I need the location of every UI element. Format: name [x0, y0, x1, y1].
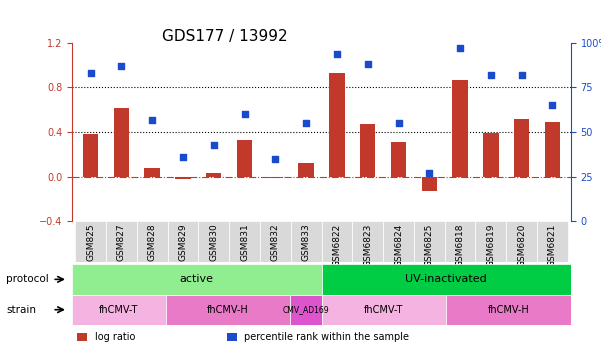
Bar	[360, 124, 376, 177]
Text: GDS177 / 13992: GDS177 / 13992	[162, 29, 288, 44]
Bar	[299, 164, 314, 177]
Text: GSM825: GSM825	[86, 223, 95, 261]
Text: GSM6819: GSM6819	[486, 223, 495, 267]
Text: protocol: protocol	[6, 274, 49, 285]
FancyBboxPatch shape	[72, 264, 322, 295]
FancyBboxPatch shape	[166, 295, 290, 325]
Text: GSM6820: GSM6820	[517, 223, 526, 267]
Text: GSM6825: GSM6825	[425, 223, 434, 267]
Bar	[175, 177, 191, 179]
Point	[332, 51, 342, 56]
FancyBboxPatch shape	[475, 221, 506, 262]
Bar	[329, 73, 344, 177]
Text: GSM832: GSM832	[271, 223, 280, 261]
Text: log ratio: log ratio	[94, 332, 135, 342]
FancyBboxPatch shape	[137, 221, 168, 262]
Bar	[453, 80, 468, 177]
Point	[548, 102, 557, 108]
FancyBboxPatch shape	[229, 221, 260, 262]
FancyBboxPatch shape	[106, 221, 137, 262]
FancyBboxPatch shape	[291, 221, 322, 262]
Bar	[77, 333, 87, 341]
Bar	[227, 333, 237, 341]
Text: percentile rank within the sample: percentile rank within the sample	[244, 332, 409, 342]
Point	[424, 170, 434, 176]
FancyBboxPatch shape	[446, 295, 571, 325]
Point	[456, 45, 465, 51]
FancyBboxPatch shape	[168, 221, 198, 262]
FancyBboxPatch shape	[198, 221, 229, 262]
Point	[517, 72, 526, 78]
FancyBboxPatch shape	[537, 221, 568, 262]
Text: GSM827: GSM827	[117, 223, 126, 261]
Bar	[483, 133, 499, 177]
Point	[240, 111, 249, 117]
Text: GSM833: GSM833	[302, 223, 311, 261]
Point	[363, 61, 373, 67]
Text: fhCMV-T: fhCMV-T	[364, 305, 404, 315]
Text: GSM6821: GSM6821	[548, 223, 557, 267]
Text: fhCMV-H: fhCMV-H	[488, 305, 529, 315]
FancyBboxPatch shape	[322, 264, 571, 295]
Bar	[545, 122, 560, 177]
FancyBboxPatch shape	[75, 221, 106, 262]
FancyBboxPatch shape	[72, 295, 166, 325]
Point	[147, 117, 157, 122]
Point	[209, 142, 219, 147]
Text: GSM829: GSM829	[178, 223, 188, 261]
Point	[301, 120, 311, 126]
Bar	[237, 140, 252, 177]
Point	[117, 63, 126, 69]
Bar	[206, 174, 221, 177]
FancyBboxPatch shape	[290, 295, 322, 325]
Bar	[391, 142, 406, 177]
Text: GSM6818: GSM6818	[456, 223, 465, 267]
Bar	[144, 168, 160, 177]
Point	[86, 70, 96, 76]
Text: active: active	[180, 274, 214, 285]
Text: GSM828: GSM828	[148, 223, 157, 261]
Text: GSM831: GSM831	[240, 223, 249, 261]
Text: GSM6824: GSM6824	[394, 223, 403, 267]
Text: GSM830: GSM830	[209, 223, 218, 261]
Text: GSM6823: GSM6823	[363, 223, 372, 267]
FancyBboxPatch shape	[322, 295, 446, 325]
Bar	[83, 134, 99, 177]
FancyBboxPatch shape	[260, 221, 291, 262]
Point	[486, 72, 496, 78]
Point	[394, 120, 403, 126]
Point	[270, 156, 280, 162]
Text: UV-inactivated: UV-inactivated	[405, 274, 487, 285]
Bar	[114, 107, 129, 177]
Text: fhCMV-H: fhCMV-H	[207, 305, 249, 315]
FancyBboxPatch shape	[414, 221, 445, 262]
FancyBboxPatch shape	[383, 221, 414, 262]
FancyBboxPatch shape	[322, 221, 352, 262]
Text: fhCMV-T: fhCMV-T	[99, 305, 139, 315]
Bar	[422, 177, 437, 191]
FancyBboxPatch shape	[506, 221, 537, 262]
Text: CMV_AD169: CMV_AD169	[282, 305, 329, 314]
Text: strain: strain	[6, 305, 36, 315]
Text: GSM6822: GSM6822	[332, 223, 341, 267]
Bar	[514, 119, 529, 177]
FancyBboxPatch shape	[445, 221, 475, 262]
Point	[178, 154, 188, 160]
Bar	[267, 177, 283, 178]
FancyBboxPatch shape	[352, 221, 383, 262]
